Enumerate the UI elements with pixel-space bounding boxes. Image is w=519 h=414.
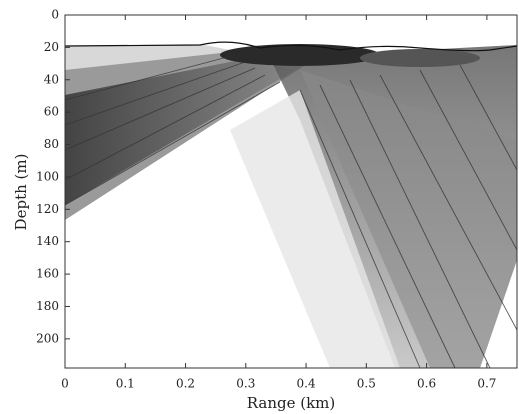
y-tick-label: 120 <box>36 202 59 216</box>
y-tick-label: 40 <box>44 72 59 86</box>
y-tick-label: 100 <box>36 169 59 183</box>
x-axis-label: Range (km) <box>247 394 336 412</box>
plot-frame <box>64 14 518 369</box>
y-tick-label: 0 <box>51 8 59 22</box>
x-tick-label: 0.6 <box>417 377 436 391</box>
y-tick-label: 20 <box>44 40 59 54</box>
x-tick-label: 0.5 <box>357 377 376 391</box>
x-tick-label: 0.1 <box>116 377 135 391</box>
y-axis-label: Depth (m) <box>12 154 30 231</box>
x-tick-label: 0.7 <box>477 377 496 391</box>
x-tick-label: 0 <box>61 377 69 391</box>
x-tick-label: 0.2 <box>176 377 195 391</box>
x-tick-label: 0.3 <box>236 377 255 391</box>
x-tick-label: 0.4 <box>297 377 316 391</box>
y-tick-label: 140 <box>36 234 59 248</box>
field <box>64 15 518 369</box>
y-tick-label: 180 <box>36 299 59 313</box>
y-tick-label: 200 <box>36 331 59 345</box>
y-tick-label: 160 <box>36 267 59 281</box>
y-tick-label: 60 <box>44 105 59 119</box>
y-tick-label: 80 <box>44 137 59 151</box>
